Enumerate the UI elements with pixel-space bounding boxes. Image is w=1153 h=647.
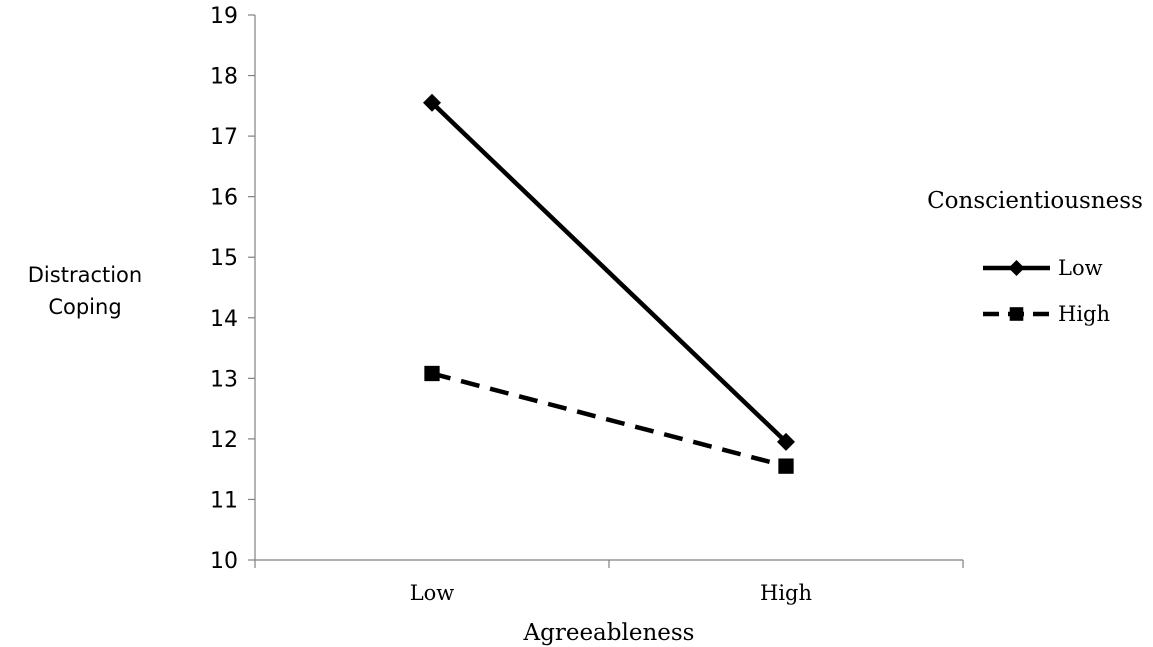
legend-label: High [1058,302,1110,326]
y-tick-label: 14 [210,307,238,332]
series-low [423,93,795,451]
y-axis-title-line: Distraction [28,263,142,287]
y-tick-label: 13 [210,367,238,392]
legend-label: Low [1058,256,1103,280]
y-axis-title-line: Coping [48,295,121,319]
y-ticks: 10 11 12 13 14 15 16 17 18 19 [210,4,255,574]
y-tick-label: 16 [210,186,238,211]
legend: Conscientiousness Low High [927,188,1143,326]
y-tick-label: 15 [210,246,238,271]
x-tick-label: Low [410,581,455,605]
series-high [424,365,794,474]
x-axis-title: Agreeableness [523,620,695,646]
x-tick-label: High [760,581,812,605]
x-ticks: Low High [254,560,964,605]
y-tick-label: 11 [210,488,238,513]
legend-marker-diamond [1008,260,1025,276]
legend-item-high: High [983,302,1110,326]
data-point-diamond [423,93,441,112]
series-line [431,371,787,469]
y-axis-title-group: Distraction Coping [28,263,142,319]
legend-title: Conscientiousness [927,188,1143,214]
y-tick-label: 19 [210,4,238,29]
data-point-square [424,365,440,382]
legend-item-low: Low [983,256,1103,280]
data-point-square [778,458,794,474]
axes [254,15,963,561]
series-line [430,101,788,444]
legend-marker-square [1009,307,1024,321]
legend-items: Low High [983,256,1110,326]
y-axis-title: Distraction Coping [28,263,142,319]
y-tick-label: 17 [210,125,238,150]
series-layer [423,93,795,474]
y-tick-label: 12 [210,428,238,453]
y-tick-label: 18 [210,65,238,90]
y-tick-label: 10 [210,549,238,574]
data-point-diamond [777,432,795,451]
